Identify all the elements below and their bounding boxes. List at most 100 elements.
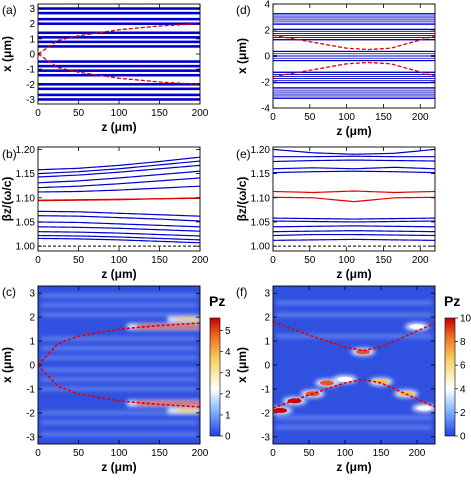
y-tick-label: 1 [264, 337, 270, 348]
colorbar-tick-label: 8 [460, 337, 466, 348]
waveguide-band [38, 69, 200, 72]
waveguide-band [38, 22, 200, 25]
x-tick-label: 200 [192, 448, 209, 459]
x-tick-label: 100 [111, 448, 128, 459]
colorbar-tick-label: 0 [225, 432, 231, 443]
x-tick-label: 0 [35, 108, 41, 119]
x-tick-label: 50 [73, 108, 85, 119]
x-tick-label: 100 [337, 448, 354, 459]
mode-curve [38, 177, 200, 189]
waveguide-band [38, 64, 200, 68]
field-stripe [276, 416, 432, 420]
panel-label: (e) [236, 147, 251, 161]
colorbar-tick-label: 1 [225, 410, 231, 421]
waveguide-band [38, 87, 200, 91]
waveguide-band [38, 73, 200, 77]
y-tick-label: -4 [261, 104, 270, 115]
y-tick-label: 3 [264, 289, 270, 300]
heatmap-background [38, 286, 200, 444]
mode-curve [273, 217, 435, 220]
y-tick-label: 0 [264, 361, 270, 372]
field-band-core [177, 318, 200, 322]
y-tick-label: -2 [26, 80, 35, 91]
y-tick-label: 1 [29, 34, 35, 45]
axes: 0 50 100 150 200 -3 -2 -1 0 1 2 3 [26, 4, 209, 119]
array-boundary-curve [38, 364, 200, 408]
colorbar-tick-label: 5 [225, 326, 231, 337]
field-hotspot [320, 380, 334, 386]
array-boundary-curve [273, 321, 435, 352]
y-tick-label: 0 [29, 361, 35, 372]
colorbar-tick-label: 4 [460, 384, 466, 395]
x-axis-label: z (μm) [101, 120, 136, 134]
y-tick-label: -3 [26, 432, 35, 443]
field-stripe [41, 294, 197, 298]
axes: 0 50 100 150 200 -3 -2 -1 0 1 2 3 [261, 286, 435, 459]
y-axis-label: x (μm) [0, 347, 14, 383]
y-tick-label: 1.10 [16, 193, 36, 204]
panel-label: (b) [2, 147, 17, 161]
waveguide-band [38, 45, 200, 48]
waveguide-band [38, 40, 200, 44]
mode-curve [273, 148, 435, 155]
y-tick-label: 3 [29, 4, 35, 15]
x-tick-label: 200 [192, 255, 209, 266]
axes: 0 50 100 150 200 1.00 1.05 1.10 1.15 1.20 [251, 145, 435, 266]
x-axis-label: z (μm) [101, 460, 136, 474]
mode-curve [38, 156, 200, 171]
axes: 0 50 100 150 200 -3 -2 -1 0 1 2 3 [26, 286, 209, 459]
mode-curve [38, 210, 200, 217]
mode-curve [38, 226, 200, 232]
field-stripe [41, 368, 197, 372]
y-tick-label: 1 [29, 337, 35, 348]
field-stripe [41, 356, 197, 360]
y-tick-label: -3 [26, 95, 35, 106]
mode-curve [38, 234, 200, 241]
y-tick-label: 1.05 [16, 217, 36, 228]
mode-curve [273, 190, 435, 194]
field-band-core [137, 401, 200, 405]
axes: 0 50 100 150 200 -4 -2 0 2 4 [261, 0, 435, 123]
waveguide-band [38, 36, 200, 39]
plot-area [273, 147, 435, 251]
x-tick-label: 50 [304, 112, 316, 123]
plot-area [273, 286, 435, 444]
panel-b-propagation-constants: 0 50 100 150 200 1.00 1.05 1.10 1.15 1.20 z (μm) βz… [0, 145, 209, 281]
field-stripe [41, 411, 197, 415]
x-tick-label: 150 [375, 255, 392, 266]
field-stripe [41, 346, 197, 350]
y-axis-label: βz/(ω/c) [235, 177, 249, 222]
y-tick-label: -2 [261, 78, 270, 89]
x-tick-label: 200 [412, 112, 429, 123]
x-tick-label: 200 [409, 448, 426, 459]
y-tick-label: -2 [261, 408, 270, 419]
array-boundary-curve [38, 53, 200, 85]
field-stripe [276, 313, 432, 317]
panel-label: (a) [2, 3, 17, 17]
mode-curve [273, 220, 435, 223]
colorbar-gradient [444, 317, 456, 437]
panel-label: (d) [236, 3, 251, 17]
y-tick-label: 2 [264, 26, 270, 37]
field-stripe [41, 337, 197, 341]
mode-curve [38, 170, 200, 184]
plot-area [38, 286, 200, 444]
x-tick-label: 150 [151, 255, 168, 266]
field-hotspot [273, 407, 288, 413]
mode-curve [273, 230, 435, 233]
field-stripe [41, 387, 197, 391]
field-hotspot [410, 324, 424, 330]
y-tick-label: -3 [261, 432, 270, 443]
plot-area [38, 4, 200, 104]
field-stripe [276, 425, 432, 429]
array-boundary-curve [273, 378, 435, 409]
x-tick-label: 150 [375, 112, 392, 123]
x-tick-label: 100 [111, 255, 128, 266]
field-stripe [41, 432, 197, 436]
x-tick-label: 150 [373, 448, 390, 459]
y-axis-label: x (μm) [0, 36, 14, 72]
y-tick-label: 1.00 [16, 242, 36, 253]
x-tick-label: 0 [35, 255, 41, 266]
colorbar: 0 1 2 3 4 5 Pz [209, 293, 231, 443]
